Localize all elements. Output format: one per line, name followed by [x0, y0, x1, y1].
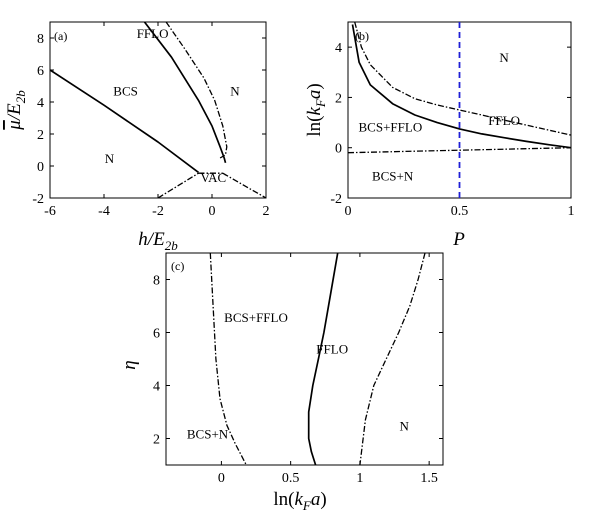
phase-boundary-a-2 [143, 22, 227, 164]
y-tick-label-c: 8 [153, 274, 160, 289]
y-tick-label-b: 0 [335, 142, 342, 157]
region-label-a: N [105, 151, 115, 166]
x-tick-label-b: 0.5 [451, 204, 469, 219]
y-tick-label-a: -2 [32, 192, 44, 207]
y-tick-label-b: 4 [335, 41, 342, 56]
panel-label-a: (a) [54, 29, 67, 43]
region-label-c: BCS+N [187, 427, 229, 442]
x-tick-label-c: 1 [356, 471, 363, 486]
y-tick-label-a: 0 [37, 160, 44, 175]
phase-boundary-c-1 [209, 253, 247, 465]
region-label-b: N [499, 50, 509, 65]
x-tick-label-a: 0 [209, 204, 216, 219]
y-tick-label-a: 4 [37, 96, 44, 111]
y-tick-label-a: 2 [37, 128, 44, 143]
ylabel-b: ln(kFa) [304, 83, 328, 136]
region-label-b: BCS+N [372, 168, 414, 183]
x-tick-label-a: -4 [98, 204, 110, 219]
region-label-b: FFLO [488, 113, 520, 128]
x-tick-label-a: 2 [263, 204, 270, 219]
phase-boundary-b-1 [351, 24, 571, 149]
phase-boundary-a-3 [165, 22, 228, 159]
xlabel-c: ln(kFa) [273, 489, 326, 513]
y-tick-label-b: 2 [335, 91, 342, 106]
y-tick-label-c: 6 [153, 327, 160, 342]
panel-label-c: (c) [171, 259, 184, 273]
panel-label-b: (b) [355, 29, 369, 43]
phase-boundary-a-1 [50, 69, 200, 174]
plot-frame-c [165, 252, 444, 466]
phase-boundary-a-5 [157, 172, 199, 198]
region-label-a: N [230, 84, 240, 99]
phase-boundary-a-6 [222, 172, 266, 198]
y-tick-label-b: -2 [330, 192, 342, 207]
region-label-b: BCS+FFLO [359, 119, 423, 134]
region-label-a: VAC [200, 170, 226, 185]
x-tick-label-b: 1 [568, 204, 575, 219]
x-tick-label-b: 0 [345, 204, 352, 219]
phase-boundary-b-2 [354, 22, 571, 136]
xlabel-a: h/E2b [138, 229, 178, 253]
y-tick-label-a: 6 [37, 64, 44, 79]
xlabel-b: P [452, 229, 465, 250]
panel-c: (c) ln(kFa) η 0 0.5 1 1.5 2 4 6 8 BCS+FFLO FFLO N B… [119, 252, 444, 513]
phase-boundary-c-3 [359, 253, 426, 465]
x-tick-label-c: 0.5 [282, 471, 300, 486]
ylabel-c: η [119, 360, 140, 369]
region-label-c: FFLO [316, 342, 348, 357]
region-label-c: N [400, 419, 410, 434]
x-tick-label-c: 0 [218, 471, 225, 486]
x-tick-label-a: -6 [44, 204, 56, 219]
phase-boundary-c-2 [307, 253, 339, 465]
y-tick-label-c: 4 [153, 380, 160, 395]
x-tick-label-c: 1.5 [420, 471, 438, 486]
region-label-c: BCS+FFLO [224, 310, 288, 325]
phase-boundary-b-3 [348, 147, 571, 154]
plot-frame-a [49, 21, 267, 199]
ylabel-a: μ/E2b [4, 90, 28, 131]
x-tick-label-a: -2 [152, 204, 164, 219]
region-label-a: FFLO [137, 26, 169, 41]
panel-a: (a) h/E2b μ/E2b -6 -4 -2 0 2 -2 0 2 4 6 8 FFLO BCS N N… [4, 21, 270, 253]
y-tick-label-a: 8 [37, 32, 44, 47]
region-label-a: BCS [113, 84, 138, 99]
y-tick-label-c: 2 [153, 433, 160, 448]
